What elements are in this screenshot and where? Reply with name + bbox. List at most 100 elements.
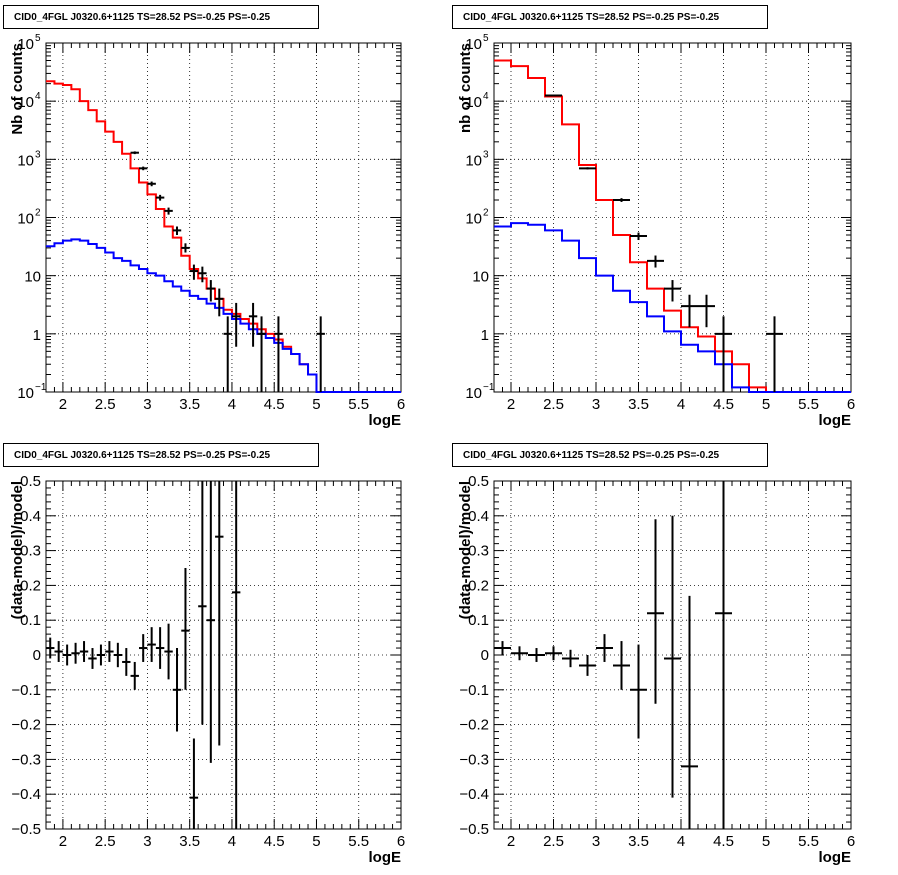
- x-tick-label: 4.5: [264, 833, 285, 850]
- data-point: [664, 515, 681, 798]
- x-tick-label: 2.5: [543, 833, 564, 850]
- data-point: [62, 644, 72, 666]
- data-point: [562, 649, 579, 668]
- y-tick-label: −0.1: [459, 682, 489, 699]
- data-point: [613, 198, 630, 202]
- y-tick-exponent: 5: [35, 33, 41, 44]
- data-point: [647, 519, 664, 704]
- data-point: [88, 648, 97, 669]
- x-tick-label: 4: [228, 833, 236, 850]
- plot-frame: [45, 42, 402, 393]
- chart-title-top-left: CID0_4FGL J0320.6+1125 TS=28.52 PS=-0.25…: [3, 5, 319, 29]
- x-axis-label: logE: [819, 849, 852, 866]
- chart-title-bottom-right: CID0_4FGL J0320.6+1125 TS=28.52 PS=-0.25…: [452, 443, 768, 467]
- data-point: [181, 568, 190, 690]
- x-tick-label: 2.5: [543, 396, 564, 413]
- data-point: [528, 648, 545, 662]
- y-tick-label: 10: [465, 36, 482, 53]
- x-tick-label: 5.5: [798, 396, 819, 413]
- data-point: [189, 264, 199, 280]
- y-tick-exponent: −1: [483, 382, 495, 393]
- data-point: [613, 641, 630, 690]
- data-point: [545, 646, 562, 661]
- y-tick-label: 0.1: [468, 612, 489, 629]
- data-point: [46, 637, 55, 659]
- x-tick-label: 3.5: [628, 396, 649, 413]
- x-tick-label: 3: [143, 833, 151, 850]
- x-tick-label: 5: [762, 833, 770, 850]
- x-tick-label: 2: [59, 833, 67, 850]
- x-tick-label: 5.5: [798, 833, 819, 850]
- histogram-series-blue: [494, 222, 851, 393]
- y-tick-label: 0.2: [468, 577, 489, 594]
- data-point: [715, 481, 732, 829]
- x-tick-label: 4.5: [713, 833, 734, 850]
- y-tick-label: 10: [465, 94, 482, 111]
- y-tick-label: 0: [481, 647, 489, 664]
- x-tick-label: 4.5: [264, 396, 285, 413]
- data-point: [139, 166, 148, 171]
- data-point: [681, 595, 698, 829]
- data-point: [198, 481, 207, 725]
- data-point: [766, 316, 783, 392]
- x-tick-label: 3.5: [179, 833, 200, 850]
- data-point: [511, 646, 528, 661]
- data-point: [79, 641, 89, 662]
- x-tick-label: 2.5: [95, 396, 116, 413]
- data-point: [189, 738, 199, 829]
- x-axis-label: logE: [369, 849, 402, 866]
- data-point: [579, 167, 596, 170]
- x-tick-label: 2: [507, 396, 515, 413]
- data-point: [71, 642, 80, 664]
- chart-title-bottom-left: CID0_4FGL J0320.6+1125 TS=28.52 PS=-0.25…: [3, 443, 319, 467]
- x-tick-label: 4: [677, 396, 685, 413]
- y-tick-label: −0.4: [11, 786, 41, 803]
- data-point: [206, 280, 216, 302]
- x-tick-label: 6: [397, 833, 405, 850]
- histogram-series-blue: [46, 238, 401, 393]
- y-tick-label: 10: [472, 269, 489, 286]
- data-point: [545, 94, 562, 97]
- y-tick-label: 10: [17, 36, 34, 53]
- y-tick-exponent: 4: [35, 91, 41, 102]
- y-axis-label: (data-model)/model: [9, 481, 26, 619]
- y-tick-exponent: 3: [35, 149, 41, 160]
- y-tick-label: 1: [481, 327, 489, 344]
- x-tick-label: 2: [59, 396, 67, 413]
- data-point: [231, 302, 241, 347]
- y-tick-label: 10: [465, 152, 482, 169]
- y-tick-exponent: 3: [483, 149, 489, 160]
- data-point: [198, 266, 207, 283]
- data-point: [248, 302, 258, 347]
- y-tick-label: −0.5: [459, 821, 489, 838]
- y-tick-exponent: 2: [35, 208, 41, 219]
- x-tick-label: 5.5: [348, 396, 369, 413]
- data-point: [579, 655, 596, 676]
- y-tick-exponent: 2: [483, 208, 489, 219]
- x-tick-label: 5.5: [348, 833, 369, 850]
- y-tick-label: 10: [465, 211, 482, 228]
- data-point: [215, 481, 224, 746]
- y-tick-label: 0.4: [20, 508, 41, 525]
- x-tick-label: 5: [312, 833, 320, 850]
- data-point: [155, 627, 165, 669]
- y-tick-label: −0.3: [459, 751, 489, 768]
- data-point: [172, 648, 182, 732]
- y-tick-label: −0.5: [11, 821, 41, 838]
- data-point: [215, 288, 224, 317]
- x-tick-label: 3: [143, 396, 151, 413]
- data-point: [206, 481, 216, 763]
- x-tick-label: 5: [762, 396, 770, 413]
- data-point: [54, 641, 63, 662]
- chart-title-top-right: CID0_4FGL J0320.6+1125 TS=28.52 PS=-0.25…: [452, 5, 768, 29]
- histogram-series-red: [494, 59, 851, 393]
- data-point: [96, 644, 106, 666]
- y-tick-label: 10: [17, 211, 34, 228]
- data-point: [130, 151, 139, 155]
- x-tick-label: 4: [228, 396, 236, 413]
- y-tick-label: 0.5: [468, 473, 489, 490]
- data-point: [139, 634, 148, 662]
